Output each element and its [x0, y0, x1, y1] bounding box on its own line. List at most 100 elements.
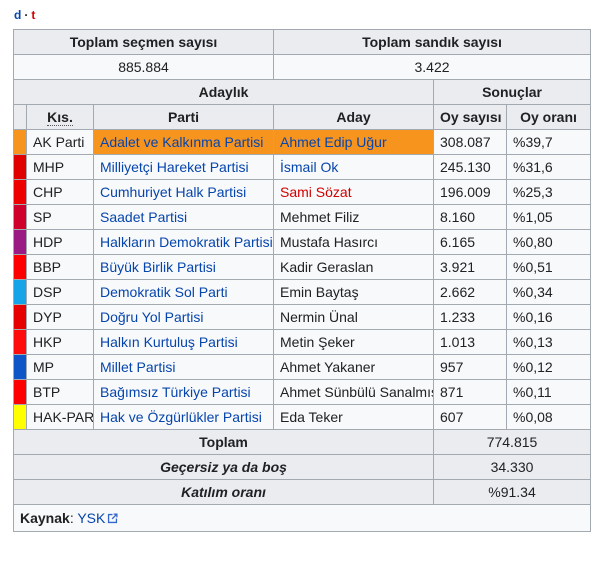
invalid-votes-value: 34.330 [432, 454, 592, 480]
votes-value: 308.087 [433, 129, 507, 155]
party-row: BBP Büyük Birlik Partisi Kadir Geraslan … [13, 254, 592, 280]
party-cell: Halkların Demokratik Partisi [93, 229, 274, 255]
party-row: HKP Halkın Kurtuluş Partisi Metin Şeker … [13, 329, 592, 355]
share-value: %0,80 [505, 229, 592, 255]
party-column-header: Parti [93, 104, 274, 130]
party-link[interactable]: Halkın Kurtuluş Partisi [100, 334, 238, 350]
party-row: AK Parti Adalet ve Kalkınma Partisi Ahme… [13, 129, 592, 155]
party-link[interactable]: Demokratik Sol Parti [100, 284, 228, 300]
party-color-swatch [13, 154, 27, 180]
party-link[interactable]: Cumhuriyet Halk Partisi [100, 184, 247, 200]
votes-column-header: Oy sayısı [433, 104, 507, 130]
votes-value: 957 [433, 354, 507, 380]
abbr-column-header: Kıs. [26, 104, 94, 130]
votes-value: 2.662 [433, 279, 507, 305]
candidate-cell: Kadir Geraslan [273, 254, 434, 280]
party-row: HAK-PAR Hak ve Özgürlükler Partisi Eda T… [13, 404, 592, 430]
abbreviation-tooltip[interactable]: Kıs. [47, 109, 73, 126]
party-color-swatch [13, 129, 27, 155]
party-link[interactable]: Adalet ve Kalkınma Partisi [100, 134, 264, 150]
summary-header-row: Toplam seçmen sayısı Toplam sandık sayıs… [13, 29, 592, 55]
votes-value: 1.233 [433, 304, 507, 330]
party-cell: Demokratik Sol Parti [93, 279, 274, 305]
source-separator: : [69, 510, 78, 526]
party-row: SP Saadet Partisi Mehmet Filiz 8.160 %1,… [13, 204, 592, 230]
talk-link[interactable]: t [31, 8, 36, 22]
total-votes-value: 774.815 [432, 429, 592, 455]
summary-values-row: 885.884 3.422 [13, 54, 592, 80]
party-link[interactable]: Milliyetçi Hareket Partisi [100, 159, 249, 175]
party-cell: Saadet Partisi [93, 204, 274, 230]
total-row: Toplam 774.815 [13, 429, 592, 455]
candidate-link[interactable]: İsmail Ok [280, 159, 339, 175]
total-voters-value: 885.884 [13, 54, 274, 80]
candidate-cell: Mustafa Hasırcı [273, 229, 434, 255]
party-cell: Milliyetçi Hareket Partisi [93, 154, 274, 180]
total-voters-header: Toplam seçmen sayısı [13, 29, 274, 55]
party-link[interactable]: Millet Partisi [100, 359, 176, 375]
ysk-link[interactable]: YSK [77, 510, 106, 526]
party-abbr: HDP [26, 229, 94, 255]
source-cell: Kaynak: YSK [12, 504, 592, 532]
invalid-row: Geçersiz ya da boş 34.330 [13, 454, 592, 480]
party-row: MHP Milliyetçi Hareket Partisi İsmail Ok… [13, 154, 592, 180]
party-color-swatch [13, 404, 27, 430]
party-cell: Cumhuriyet Halk Partisi [93, 179, 274, 205]
candidate-link[interactable]: Sami Sözat [280, 184, 352, 200]
candidate-cell: Ahmet Sünbülü Sanalmış [273, 379, 434, 405]
party-row: BTP Bağımsız Türkiye Partisi Ahmet Sünbü… [13, 379, 592, 405]
party-abbr: MHP [26, 154, 94, 180]
candidate-cell: Ahmet Yakaner [273, 354, 434, 380]
candidate-link[interactable]: Ahmet Edip Uğur [280, 134, 387, 150]
party-link[interactable]: Büyük Birlik Partisi [100, 259, 216, 275]
party-cell: Hak ve Özgürlükler Partisi [93, 404, 274, 430]
party-abbr: HAK-PAR [26, 404, 94, 430]
votes-value: 1.013 [433, 329, 507, 355]
invalid-label: Geçersiz ya da boş [13, 454, 434, 480]
party-row: DSP Demokratik Sol Parti Emin Baytaş 2.6… [13, 279, 592, 305]
turnout-row: Katılım oranı %91.34 [13, 479, 592, 505]
candidate-cell: Eda Teker [273, 404, 434, 430]
party-link[interactable]: Hak ve Özgürlükler Partisi [100, 409, 262, 425]
party-link[interactable]: Halkların Demokratik Partisi [100, 234, 273, 250]
party-color-swatch [13, 179, 27, 205]
source-label: Kaynak [20, 510, 70, 526]
share-value: %1,05 [505, 204, 592, 230]
candidate-name: Eda Teker [280, 409, 343, 425]
votes-value: 245.130 [433, 154, 507, 180]
candidate-cell: Emin Baytaş [273, 279, 434, 305]
party-cell: Bağımsız Türkiye Partisi [93, 379, 274, 405]
share-value: %0,51 [505, 254, 592, 280]
page: d · t Toplam seçmen sayısı Toplam sandık s… [0, 8, 601, 532]
party-link[interactable]: Saadet Partisi [100, 209, 188, 225]
share-value: %25,3 [505, 179, 592, 205]
candidacy-group-header: Adaylık [13, 79, 434, 105]
candidate-name: Mehmet Filiz [280, 209, 360, 225]
share-value: %31,6 [505, 154, 592, 180]
share-value: %0,08 [505, 404, 592, 430]
separator-dot: · [24, 8, 29, 22]
candidate-cell: İsmail Ok [273, 154, 434, 180]
party-color-swatch [13, 254, 27, 280]
party-cell: Halkın Kurtuluş Partisi [93, 329, 274, 355]
party-link[interactable]: Bağımsız Türkiye Partisi [100, 384, 251, 400]
total-ballots-value: 3.422 [272, 54, 592, 80]
votes-value: 871 [433, 379, 507, 405]
party-abbr: DYP [26, 304, 94, 330]
party-abbr: DSP [26, 279, 94, 305]
party-color-swatch [13, 354, 27, 380]
turnout-value: %91.34 [432, 479, 592, 505]
share-value: %0,11 [505, 379, 592, 405]
candidate-cell: Mehmet Filiz [273, 204, 434, 230]
view-link[interactable]: d [14, 8, 22, 22]
party-color-swatch [13, 329, 27, 355]
candidate-name: Emin Baytaş [280, 284, 359, 300]
votes-value: 6.165 [433, 229, 507, 255]
share-value: %0,13 [505, 329, 592, 355]
party-link[interactable]: Doğru Yol Partisi [100, 309, 204, 325]
candidate-cell: Nermin Ünal [273, 304, 434, 330]
party-cell: Doğru Yol Partisi [93, 304, 274, 330]
party-abbr: BTP [26, 379, 94, 405]
party-row: HDP Halkların Demokratik Partisi Mustafa… [13, 229, 592, 255]
total-ballots-header: Toplam sandık sayısı [272, 29, 592, 55]
